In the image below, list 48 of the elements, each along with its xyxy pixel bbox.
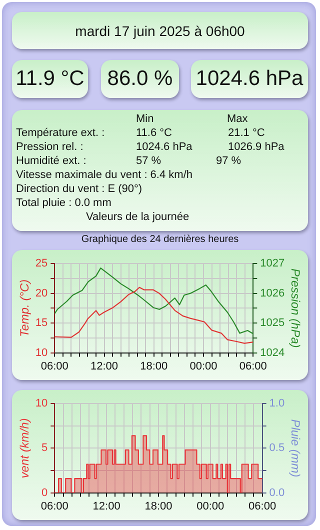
x-tick-label: 06:00: [40, 360, 68, 372]
text: 1026.9 hPa: [228, 141, 284, 153]
text: Max: [227, 113, 248, 125]
y2-axis-title: Pluie (mm): [288, 419, 302, 478]
text: 86.0 %: [101, 60, 179, 98]
y2-tick-label: 1025: [260, 317, 285, 330]
y-tick-label: 10: [35, 346, 48, 359]
y2-tick-label: 1027: [260, 258, 285, 270]
text: 1024.6 hPa: [191, 60, 308, 98]
text: 1024.6 hPa: [136, 141, 192, 153]
x-tick-label: 12:00: [90, 360, 118, 372]
text: Humidité ext. :: [16, 155, 86, 167]
y-tick-label: 10: [35, 398, 48, 410]
chart-title: Graphique des 24 dernières heures: [80, 234, 240, 245]
y2-tick-label: 0.5: [269, 442, 285, 454]
y-tick-label: 0: [42, 486, 48, 499]
x-tick-label: 06:00: [40, 500, 68, 512]
text: Pression rel. :: [16, 141, 84, 153]
text: Min: [136, 113, 154, 125]
text: 97 %: [216, 155, 242, 167]
x-tick-label: 06:00: [248, 500, 276, 512]
x-tick-label: 00:00: [190, 360, 218, 372]
x-tick-label: 00:00: [196, 500, 224, 512]
x-tick-label: 18:00: [144, 500, 172, 512]
text: Valeurs de la journée: [86, 211, 190, 223]
y2-tick-label: 0.0: [269, 486, 285, 499]
x-tick-label: 18:00: [140, 360, 168, 372]
text: 11.9 °C: [12, 60, 88, 98]
text: Total pluie : 0.0 mm: [16, 197, 112, 209]
y-axis-title: vent (km/h): [18, 418, 32, 478]
text: 57 %: [136, 155, 162, 167]
y-tick-label: 25: [35, 258, 48, 270]
text: Température ext. :: [16, 127, 105, 139]
y-tick-label: 5: [42, 442, 48, 454]
y-tick-label: 15: [35, 317, 48, 330]
y-tick-label: 20: [35, 287, 48, 300]
y-axis-title: Temp. (°C): [18, 279, 32, 338]
text: 21.1 °C: [228, 127, 265, 139]
x-tick-label: 12:00: [92, 500, 120, 512]
x-tick-label: 06:00: [239, 360, 267, 372]
text: 11.6 °C: [136, 127, 172, 139]
text: Vitesse maximale du vent : 6.4 km/h: [16, 169, 192, 181]
y2-tick-label: 1.0: [269, 398, 285, 410]
text: Direction du vent : E (90°): [16, 183, 142, 195]
y2-axis-title: Pression (hPa): [288, 268, 302, 348]
y2-tick-label: 1026: [260, 287, 285, 300]
text: mardi 17 juin 2025 à 06h00: [12, 12, 308, 49]
y2-tick-label: 1024: [260, 346, 285, 359]
